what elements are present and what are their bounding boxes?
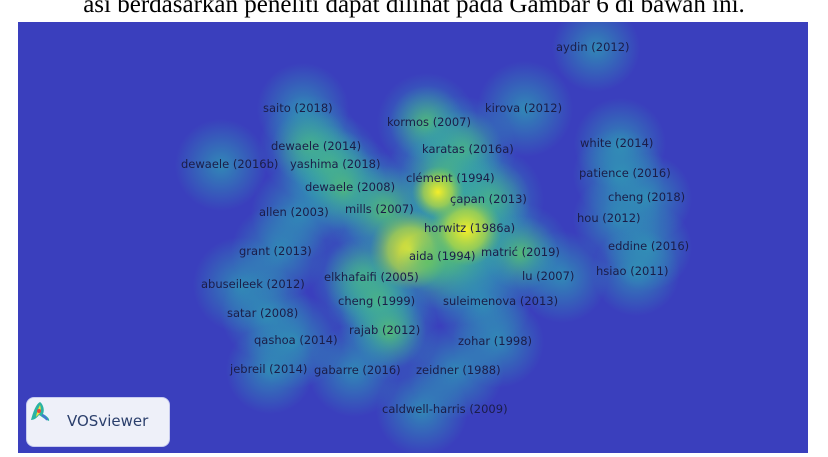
density-heatmap [175, 22, 692, 453]
vosviewer-logo-icon [31, 402, 50, 421]
node-label[interactable]: satar (2008) [227, 306, 299, 320]
node-label[interactable]: gabarre (2016) [314, 363, 401, 377]
node-label[interactable]: patience (2016) [579, 166, 671, 180]
node-label[interactable]: dewaele (2016b) [181, 157, 279, 171]
node-label[interactable]: aydin (2012) [556, 40, 630, 54]
node-label[interactable]: caldwell-harris (2009) [382, 402, 508, 416]
node-label[interactable]: white (2014) [580, 136, 654, 150]
node-label[interactable]: dewaele (2014) [271, 139, 362, 153]
node-label[interactable]: zohar (1998) [458, 334, 533, 348]
node-label[interactable]: eddine (2016) [608, 239, 690, 253]
node-label[interactable]: karatas (2016a) [422, 142, 514, 156]
node-label[interactable]: zeidner (1988) [416, 363, 501, 377]
node-label[interactable]: clément (1994) [406, 171, 495, 185]
node-label[interactable]: rajab (2012) [349, 323, 421, 337]
node-label[interactable]: hou (2012) [577, 211, 641, 225]
node-label[interactable]: çapan (2013) [450, 192, 527, 206]
node-label[interactable]: matrić (2019) [481, 245, 560, 259]
density-map[interactable]: aydin (2012) saito (2018) kirova (2012) kor… [18, 22, 808, 453]
node-label[interactable]: jebreil (2014) [230, 362, 308, 376]
node-label[interactable]: lu (2007) [522, 269, 575, 283]
vosviewer-logo: VOSviewer [26, 397, 170, 447]
vosviewer-logo-text: VOSviewer [67, 412, 149, 430]
node-label[interactable]: kormos (2007) [387, 115, 471, 129]
node-label[interactable]: cheng (2018) [608, 190, 686, 204]
node-label[interactable]: suleimenova (2013) [443, 294, 559, 308]
node-label[interactable]: allen (2003) [259, 205, 329, 219]
node-label[interactable]: mills (2007) [345, 202, 414, 216]
page-caption: asi berdasarkan peneliti dapat dilihat p… [83, 0, 745, 18]
node-label[interactable]: aida (1994) [409, 249, 476, 263]
node-label[interactable]: dewaele (2008) [305, 180, 396, 194]
node-label[interactable]: grant (2013) [239, 244, 312, 258]
node-label[interactable]: kirova (2012) [485, 101, 563, 115]
node-label[interactable]: horwitz (1986a) [424, 221, 516, 235]
node-label[interactable]: qashoa (2014) [254, 333, 338, 347]
node-label[interactable]: saito (2018) [263, 101, 333, 115]
node-label[interactable]: abuseileek (2012) [201, 277, 305, 291]
node-label[interactable]: cheng (1999) [338, 294, 416, 308]
node-label[interactable]: hsiao (2011) [596, 264, 669, 278]
node-label[interactable]: yashima (2018) [290, 157, 381, 171]
node-label[interactable]: elkhafaifi (2005) [324, 270, 419, 284]
